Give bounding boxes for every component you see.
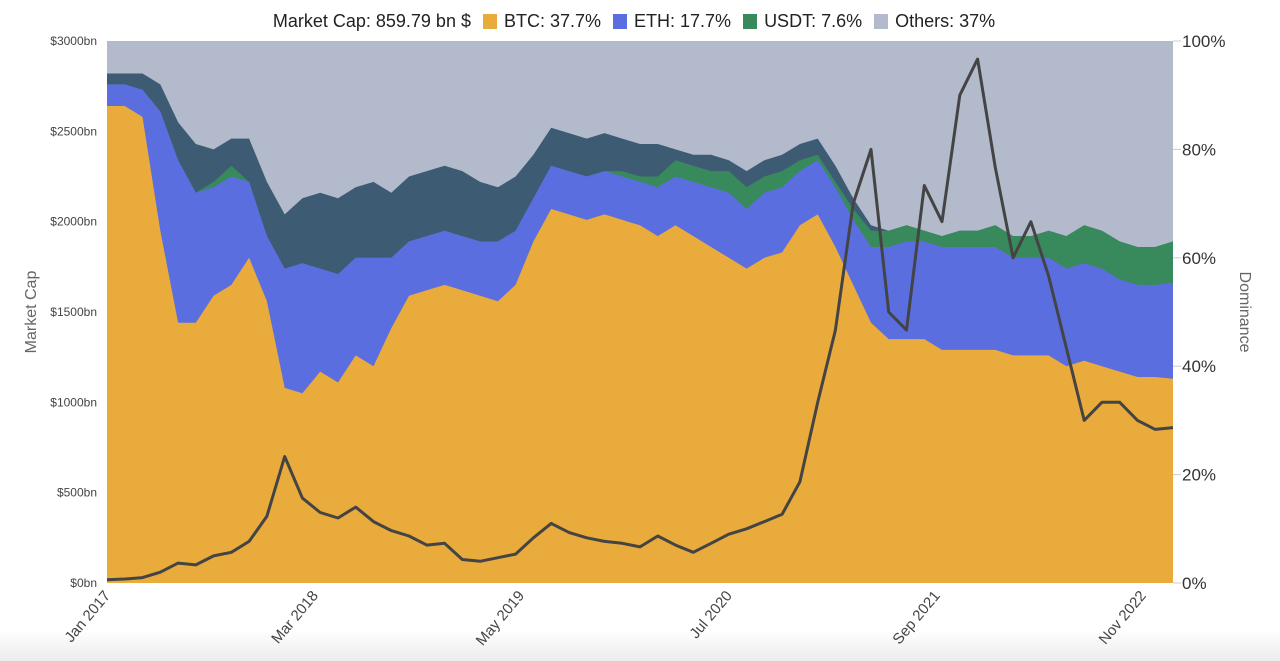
legend-swatch-btc xyxy=(482,13,497,29)
bottom-fade xyxy=(0,630,1280,661)
right-tick-label: 40% xyxy=(1182,357,1216,376)
left-axis-title: Market Cap xyxy=(23,271,40,354)
right-tick-label: 60% xyxy=(1182,249,1216,268)
legend-label-btc: BTC: 37.7% xyxy=(503,10,602,31)
x-tick-label: Sep 2021 xyxy=(889,588,943,648)
legend-swatch-others xyxy=(874,13,889,29)
right-tick-label: 20% xyxy=(1182,466,1216,485)
legend-label-eth: ETH: 17.7% xyxy=(634,10,732,31)
x-tick-label: Nov 2022 xyxy=(1096,588,1150,648)
left-tick-label: $1000bn xyxy=(50,395,97,409)
legend-swatch-eth xyxy=(613,13,628,29)
left-tick-label: $2000bn xyxy=(50,215,97,229)
left-tick-label: $3000bn xyxy=(50,34,97,48)
legend-item-btc[interactable]: BTC: 37.7% xyxy=(482,10,602,32)
x-tick-label: Jan 2017 xyxy=(61,588,114,646)
right-axis-title: Dominance xyxy=(1236,272,1253,353)
right-tick-label: 100% xyxy=(1182,32,1225,51)
market-cap-line-group xyxy=(106,57,1174,582)
right-tick-label: 80% xyxy=(1182,140,1216,159)
market-cap-line xyxy=(106,57,1174,582)
x-tick-label: May 2019 xyxy=(473,588,528,649)
legend-item-others[interactable]: Others: 37% xyxy=(874,11,995,32)
right-axis: 0% 20% 40% 60% 80% 100% xyxy=(1173,32,1225,593)
right-tick-label: 0% xyxy=(1182,574,1207,593)
chart-legend: Market Cap: 859.79 bn $ BTC: 37.7% ETH: … xyxy=(0,8,1280,34)
x-tick-label: Mar 2018 xyxy=(268,588,322,647)
x-tick-label: Jul 2020 xyxy=(686,588,735,642)
left-axis: $0bn $500bn $1000bn $1500bn $2000bn $2500bn $3… xyxy=(50,34,97,590)
btc-area xyxy=(107,106,1173,583)
left-tick-label: $1500bn xyxy=(50,305,97,319)
market-cap-label: Market Cap: 859.79 bn $ xyxy=(272,10,471,31)
left-tick-label: $500bn xyxy=(57,486,97,500)
x-axis: Jan 2017 Mar 2018 May 2019 Jul 2020 Sep 2021… xyxy=(61,588,1150,649)
stacked-areas xyxy=(107,41,1173,584)
legend-label-others: Others: 37% xyxy=(895,10,996,31)
legend-swatch-usdt xyxy=(743,13,758,29)
legend-item-usdt[interactable]: USDT: 7.6% xyxy=(743,11,862,32)
left-tick-label: $0bn xyxy=(70,576,97,590)
legend-label-usdt: USDT: 7.6% xyxy=(764,10,863,31)
legend-item-eth[interactable]: ETH: 17.7% xyxy=(613,11,731,32)
left-tick-label: $2500bn xyxy=(50,124,97,138)
